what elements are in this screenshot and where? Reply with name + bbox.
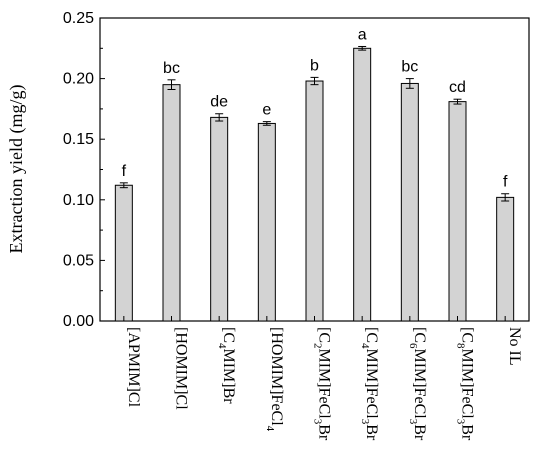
- x-category-label: [APMIM]Cl: [125, 327, 142, 408]
- error-bar: [262, 121, 271, 126]
- x-category-label: [C8MIM]FeCl3Br: [455, 327, 476, 441]
- x-category-label: [C6MIM]FeCl3Br: [407, 327, 428, 441]
- error-bar: [167, 79, 176, 91]
- x-category-label: [C2MIM]FeCl3Br: [312, 327, 333, 441]
- bar: [210, 116, 229, 322]
- bars: f bc de e b a bc cd f: [114, 26, 515, 322]
- error-bar: [405, 78, 414, 89]
- y-axis: 0.00 0.05 0.10 0.15 0.20 0.25: [63, 10, 105, 330]
- x-category-label: [C4MIM]FeCl3Br: [359, 327, 380, 441]
- significance-letter: cd: [449, 79, 466, 96]
- bar: [305, 80, 324, 322]
- x-category-label: [HOMIM]Cl: [173, 327, 190, 410]
- significance-letter: b: [310, 57, 319, 74]
- significance-letter: bc: [401, 59, 418, 76]
- y-axis-title: Extraction yield (mg/g): [6, 85, 27, 254]
- error-bar: [119, 182, 128, 189]
- significance-letter: e: [262, 102, 271, 119]
- significance-letter: a: [358, 26, 367, 43]
- x-axis-labels: [APMIM]Cl [HOMIM]Cl [C4MIM]Br [HOMIM]FeCl4 […: [125, 327, 523, 441]
- y-tick-label: 0.15: [63, 131, 94, 148]
- error-bar: [501, 193, 510, 202]
- bar: [400, 82, 419, 322]
- y-tick-label: 0.00: [63, 313, 94, 330]
- significance-letter: bc: [163, 60, 180, 77]
- significance-letter: de: [210, 94, 228, 111]
- y-tick-label: 0.25: [63, 10, 94, 27]
- error-bar: [358, 45, 367, 51]
- y-tick-label: 0.10: [63, 192, 94, 209]
- error-bar: [215, 113, 224, 122]
- x-category-label: No IL: [506, 327, 523, 366]
- error-bar: [310, 76, 319, 86]
- significance-letter: f: [503, 174, 508, 191]
- bar: [496, 196, 515, 322]
- bar: [162, 84, 181, 322]
- error-bar: [453, 98, 462, 105]
- y-tick-label: 0.20: [63, 71, 94, 88]
- bar: [114, 184, 133, 322]
- bar: [353, 47, 372, 322]
- x-category-label: [C4MIM]Br: [216, 327, 237, 404]
- y-tick-label: 0.05: [63, 252, 94, 269]
- bar: [448, 101, 467, 322]
- bar: [257, 122, 276, 322]
- significance-letter: f: [122, 163, 127, 180]
- x-category-label: [HOMIM]FeCl4: [264, 327, 285, 432]
